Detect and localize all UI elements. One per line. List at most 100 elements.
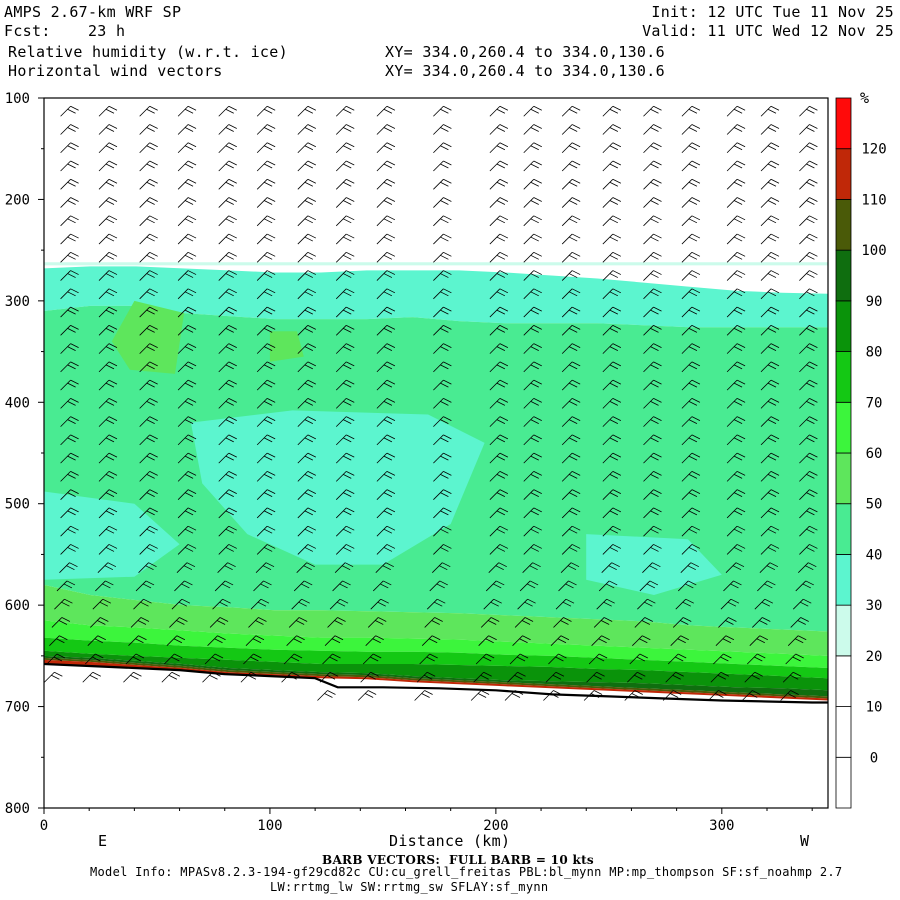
barb-flag: [496, 455, 506, 461]
barb-flag: [426, 671, 436, 677]
barb-flag: [568, 382, 578, 388]
barb-flag: [266, 142, 276, 148]
barb-flag: [533, 544, 542, 549]
barb-flag: [571, 178, 581, 184]
barb-staff: [489, 398, 501, 409]
barb-staff: [715, 635, 727, 646]
barb-flag: [595, 656, 605, 662]
barb-staff: [799, 398, 810, 409]
barb-staff: [726, 434, 738, 446]
barb-flag: [263, 510, 273, 516]
barb-staff: [286, 635, 297, 646]
barb-flag: [650, 419, 659, 424]
barb-flag: [386, 398, 396, 403]
barb-column-2: [123, 105, 158, 683]
barb-flag: [571, 288, 581, 294]
barb-flag: [346, 471, 355, 476]
barb-flag: [530, 474, 539, 479]
barb-staff: [632, 635, 643, 646]
barb-flag: [263, 200, 273, 205]
barb-flag: [187, 507, 197, 513]
barb-staff: [489, 379, 501, 391]
barb-flag: [211, 656, 221, 662]
barb-staff: [335, 197, 347, 208]
barb-flag: [571, 124, 581, 129]
barb-flag: [496, 273, 506, 278]
barb-flag: [440, 218, 449, 224]
barb-staff: [433, 179, 444, 190]
barb-flag: [146, 474, 155, 479]
barb-staff: [561, 288, 573, 300]
barb-flag: [530, 547, 539, 552]
barb-staff: [297, 288, 309, 300]
barb-flag: [477, 693, 487, 698]
barb-flag: [260, 598, 270, 604]
barb-flag: [649, 580, 659, 586]
barb-flag: [601, 635, 610, 641]
barb-flag: [255, 620, 264, 625]
barb-flag: [688, 492, 698, 498]
barb-flag: [108, 233, 118, 239]
barb-flag: [612, 197, 622, 202]
barb-flag: [571, 544, 581, 549]
barb-flag: [770, 197, 780, 202]
barb-flag: [809, 178, 818, 184]
barb-flag: [266, 288, 276, 294]
barb-flag: [383, 309, 393, 315]
barb-flag: [225, 346, 234, 351]
barb-flag: [440, 382, 449, 388]
barb-flag: [688, 327, 698, 333]
barb-staff: [335, 325, 347, 336]
barb-staff: [550, 635, 562, 646]
barb-staff: [548, 653, 559, 665]
barb-flag: [107, 562, 117, 568]
barb-staff: [760, 179, 772, 190]
barb-staff: [419, 653, 430, 665]
barb-flag: [67, 364, 76, 370]
barb-flag: [647, 598, 656, 604]
barb-flag: [225, 163, 234, 169]
barb-staff: [327, 617, 338, 628]
barb-staff: [643, 105, 654, 117]
barb-flag: [571, 105, 581, 111]
barb-staff: [561, 452, 573, 464]
barb-flag: [386, 270, 396, 275]
barb-flag: [609, 273, 619, 278]
barb-flag: [443, 452, 452, 458]
barb-flag: [187, 288, 197, 294]
barb-flag: [653, 178, 662, 184]
barb-flag: [806, 127, 815, 132]
barb-flag: [767, 181, 777, 187]
barb-flag: [568, 327, 578, 333]
wind-barbs: [44, 105, 818, 701]
vector-field-name: Horizontal wind vectors: [8, 62, 223, 80]
barb-flag: [343, 510, 352, 516]
barb-flag: [769, 562, 779, 568]
barb-column-5: [240, 105, 276, 683]
barb-flag: [767, 273, 777, 278]
barb-flag: [187, 178, 197, 184]
barb-flag: [440, 291, 449, 297]
barb-flag: [767, 580, 776, 586]
barb-staff: [561, 525, 573, 537]
barb-flag: [149, 416, 158, 421]
barb-staff: [602, 270, 614, 281]
barb-flag: [266, 525, 276, 531]
barb-flag: [653, 324, 662, 330]
barb-staff: [643, 306, 654, 318]
barb-flag: [653, 197, 662, 202]
barb-flag: [440, 510, 449, 516]
barb-staff: [177, 142, 189, 154]
barb-staff: [44, 671, 55, 683]
barb-flag: [94, 638, 103, 644]
barb-flag: [555, 671, 565, 677]
barb-flag: [756, 638, 765, 644]
barb-flag: [691, 452, 701, 458]
barb-staff: [297, 270, 309, 281]
barb-staff: [489, 179, 501, 190]
barb-staff: [370, 598, 382, 610]
barb-flag: [145, 580, 155, 586]
barb-staff: [681, 489, 693, 500]
barb-flag: [550, 693, 559, 698]
barb-flag: [653, 525, 662, 531]
